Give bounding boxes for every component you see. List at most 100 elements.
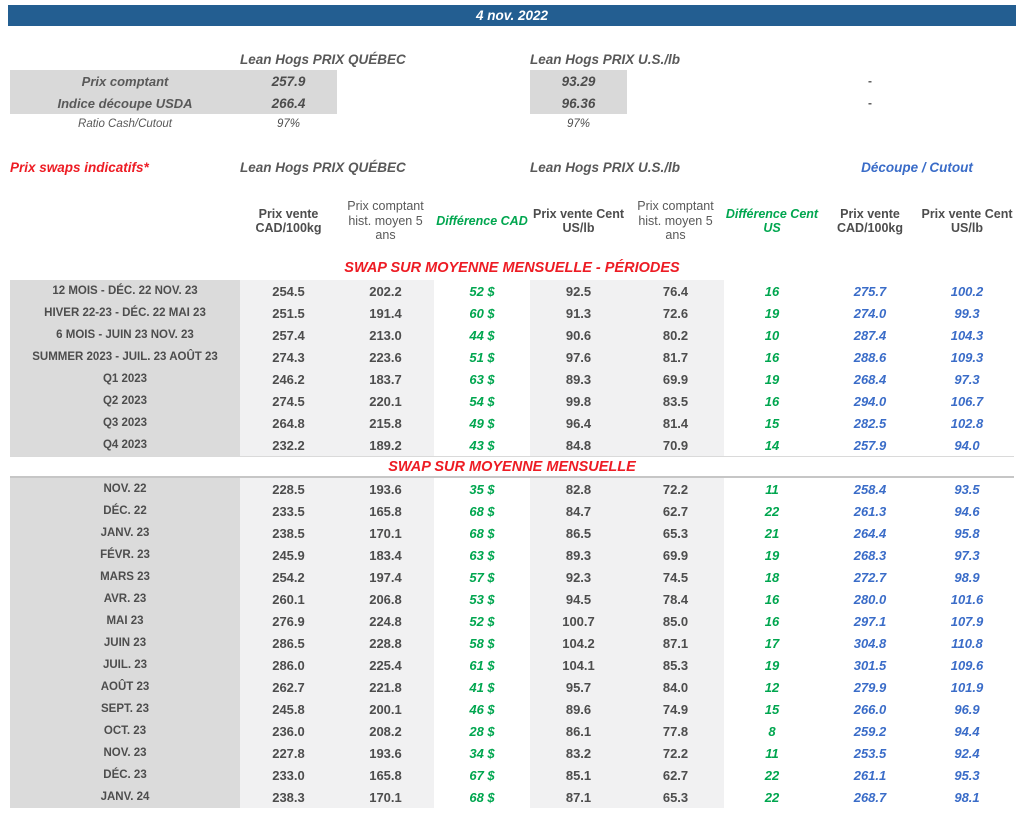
- prix-vente-cad-value: 286.5: [240, 632, 337, 654]
- col-hist-cad: Prix comptant hist. moyen 5 ans: [347, 199, 424, 243]
- difference-us-value: 15: [764, 415, 780, 431]
- cutout-cad-value: 259.2: [853, 723, 887, 739]
- cutout-cad-value: 301.5: [853, 657, 887, 673]
- table-row: HIVER 22-23 - DÉC. 22 MAI 23 251.5 191.4 60…: [10, 302, 1014, 324]
- table-row: JANV. 23 238.5 170.1 68 $ 86.5 65.3 21 264.4 95.…: [10, 522, 1014, 544]
- cutout-cad-value: 304.8: [853, 635, 887, 651]
- spot-quebec-value: 266.4: [240, 92, 337, 114]
- difference-us-value: 10: [764, 327, 780, 343]
- hist-us-value: 70.9: [627, 434, 724, 456]
- spacer: [434, 70, 530, 92]
- prix-vente-us-value: 97.6: [530, 346, 627, 368]
- hist-cad-value: 183.7: [337, 368, 434, 390]
- table-row: DÉC. 23 233.0 165.8 67 $ 85.1 62.7 22 261.1 95.3: [10, 764, 1014, 786]
- quebec-price-header: Lean Hogs PRIX QUÉBEC: [240, 51, 406, 67]
- hist-us-value: 62.7: [627, 764, 724, 786]
- prix-vente-us-value: 104.1: [530, 654, 627, 676]
- difference-us-value: 17: [764, 635, 780, 651]
- period-label: AVR. 23: [10, 588, 240, 610]
- prix-vente-cad-value: 238.3: [240, 786, 337, 808]
- hist-cad-value: 202.2: [337, 280, 434, 302]
- difference-us-value: 22: [764, 789, 780, 805]
- cutout-cad-value: 279.9: [853, 679, 887, 695]
- prix-vente-cad-value: 227.8: [240, 742, 337, 764]
- hist-cad-value: 224.8: [337, 610, 434, 632]
- difference-cad-value: 68 $: [469, 789, 495, 805]
- table-row: JUIL. 23 286.0 225.4 61 $ 104.1 85.3 19 301.5 10…: [10, 654, 1014, 676]
- hist-us-value: 84.0: [627, 676, 724, 698]
- period-label: SEPT. 23: [10, 698, 240, 720]
- prix-vente-cad-value: 228.5: [240, 478, 337, 500]
- difference-cad-value: 68 $: [469, 525, 495, 541]
- prix-vente-cad-value: 264.8: [240, 412, 337, 434]
- prix-vente-us-value: 84.8: [530, 434, 627, 456]
- cutout-cad-value: 272.7: [853, 569, 887, 585]
- cutout-cad-value: 275.7: [853, 283, 887, 299]
- period-label: DÉC. 23: [10, 764, 240, 786]
- hist-cad-value: 165.8: [337, 764, 434, 786]
- col-prix-vente-us: Prix vente Cent US/lb: [532, 206, 624, 235]
- prix-vente-cad-value: 254.5: [240, 280, 337, 302]
- period-label: NOV. 22: [10, 478, 240, 500]
- cutout-cad-value: 253.5: [853, 745, 887, 761]
- table-row: 12 MOIS - DÉC. 22 NOV. 23 254.5 202.2 52 $ 9…: [10, 280, 1014, 302]
- difference-us-value: 21: [764, 525, 780, 541]
- hist-cad-value: 206.8: [337, 588, 434, 610]
- cutout-us-value: 92.4: [954, 745, 980, 761]
- difference-cad-value: 57 $: [469, 569, 495, 585]
- period-label: SUMMER 2023 - JUIL. 23 AOÛT 23: [10, 346, 240, 368]
- period-label: MARS 23: [10, 566, 240, 588]
- spacer: [627, 70, 724, 92]
- table-row: MAI 23 276.9 224.8 52 $ 100.7 85.0 16 297.1 107.…: [10, 610, 1014, 632]
- periods-table: 12 MOIS - DÉC. 22 NOV. 23 254.5 202.2 52 $ 9…: [10, 280, 1014, 456]
- spot-row-indice-decoupe: Indice découpe USDA 266.4 96.36 -: [10, 92, 1014, 114]
- prix-vente-cad-value: 274.5: [240, 390, 337, 412]
- prix-vente-us-value: 92.3: [530, 566, 627, 588]
- difference-us-value: 22: [764, 503, 780, 519]
- period-label: MAI 23: [10, 610, 240, 632]
- spacer: [337, 70, 434, 92]
- hist-us-value: 80.2: [627, 324, 724, 346]
- table-row: Q2 2023 274.5 220.1 54 $ 99.8 83.5 16 294.0 106.…: [10, 390, 1014, 412]
- period-label: 6 MOIS - JUIN 23 NOV. 23: [10, 324, 240, 346]
- prix-vente-cad-value: 276.9: [240, 610, 337, 632]
- cutout-us-value: 110.8: [951, 635, 983, 651]
- period-label: DÉC. 22: [10, 500, 240, 522]
- table-row: NOV. 23 227.8 193.6 34 $ 83.2 72.2 11 253.5 92.4: [10, 742, 1014, 764]
- hist-us-value: 81.4: [627, 412, 724, 434]
- hist-us-value: 87.1: [627, 632, 724, 654]
- table-row: Q3 2023 264.8 215.8 49 $ 96.4 81.4 15 282.5 102.…: [10, 412, 1014, 434]
- spacer: [627, 92, 724, 114]
- section-title-periodes: SWAP SUR MOYENNE MENSUELLE - PÉRIODES: [344, 260, 680, 276]
- spacer: [434, 92, 530, 114]
- period-label: AOÛT 23: [10, 676, 240, 698]
- prix-vente-cad-value: 260.1: [240, 588, 337, 610]
- table-row: SUMMER 2023 - JUIL. 23 AOÛT 23 274.3 223.6…: [10, 346, 1014, 368]
- difference-cad-value: 28 $: [469, 723, 495, 739]
- prix-vente-us-value: 82.8: [530, 478, 627, 500]
- hist-us-value: 76.4: [627, 280, 724, 302]
- prix-vente-cad-value: 251.5: [240, 302, 337, 324]
- difference-us-value: 8: [768, 723, 776, 739]
- prix-vente-us-value: 95.7: [530, 676, 627, 698]
- table-row: AOÛT 23 262.7 221.8 41 $ 95.7 84.0 12 279.9 101.…: [10, 676, 1014, 698]
- cutout-us-value: 94.4: [954, 723, 980, 739]
- monthly-table: NOV. 22 228.5 193.6 35 $82.8 72.2 11 258.4 93.5…: [10, 478, 1014, 808]
- col-cutout-us: Prix vente Cent US/lb: [921, 206, 1013, 235]
- hist-cad-value: 170.1: [337, 522, 434, 544]
- difference-cad-value: 68 $: [469, 503, 495, 519]
- cutout-cad-value: 268.4: [853, 371, 887, 387]
- spacer: [724, 70, 820, 92]
- difference-cad-value: 53 $: [469, 591, 495, 607]
- cutout-us-value: 96.9: [954, 701, 980, 717]
- hist-us-value: 72.2: [627, 742, 724, 764]
- hist-cad-value: 193.6: [337, 742, 434, 764]
- cutout-cad-value: 257.9: [853, 437, 887, 453]
- cutout-us-value: 95.8: [954, 525, 980, 541]
- prix-vente-us-value: 90.6: [530, 324, 627, 346]
- prix-vente-cad-value: 246.2: [240, 368, 337, 390]
- cutout-cad-value: 268.3: [853, 547, 887, 563]
- hist-cad-value: 183.4: [337, 544, 434, 566]
- prix-vente-us-value: 84.7: [530, 500, 627, 522]
- swaps-header-row: Prix swaps indicatifs* Lean Hogs PRIX QU…: [10, 155, 1014, 179]
